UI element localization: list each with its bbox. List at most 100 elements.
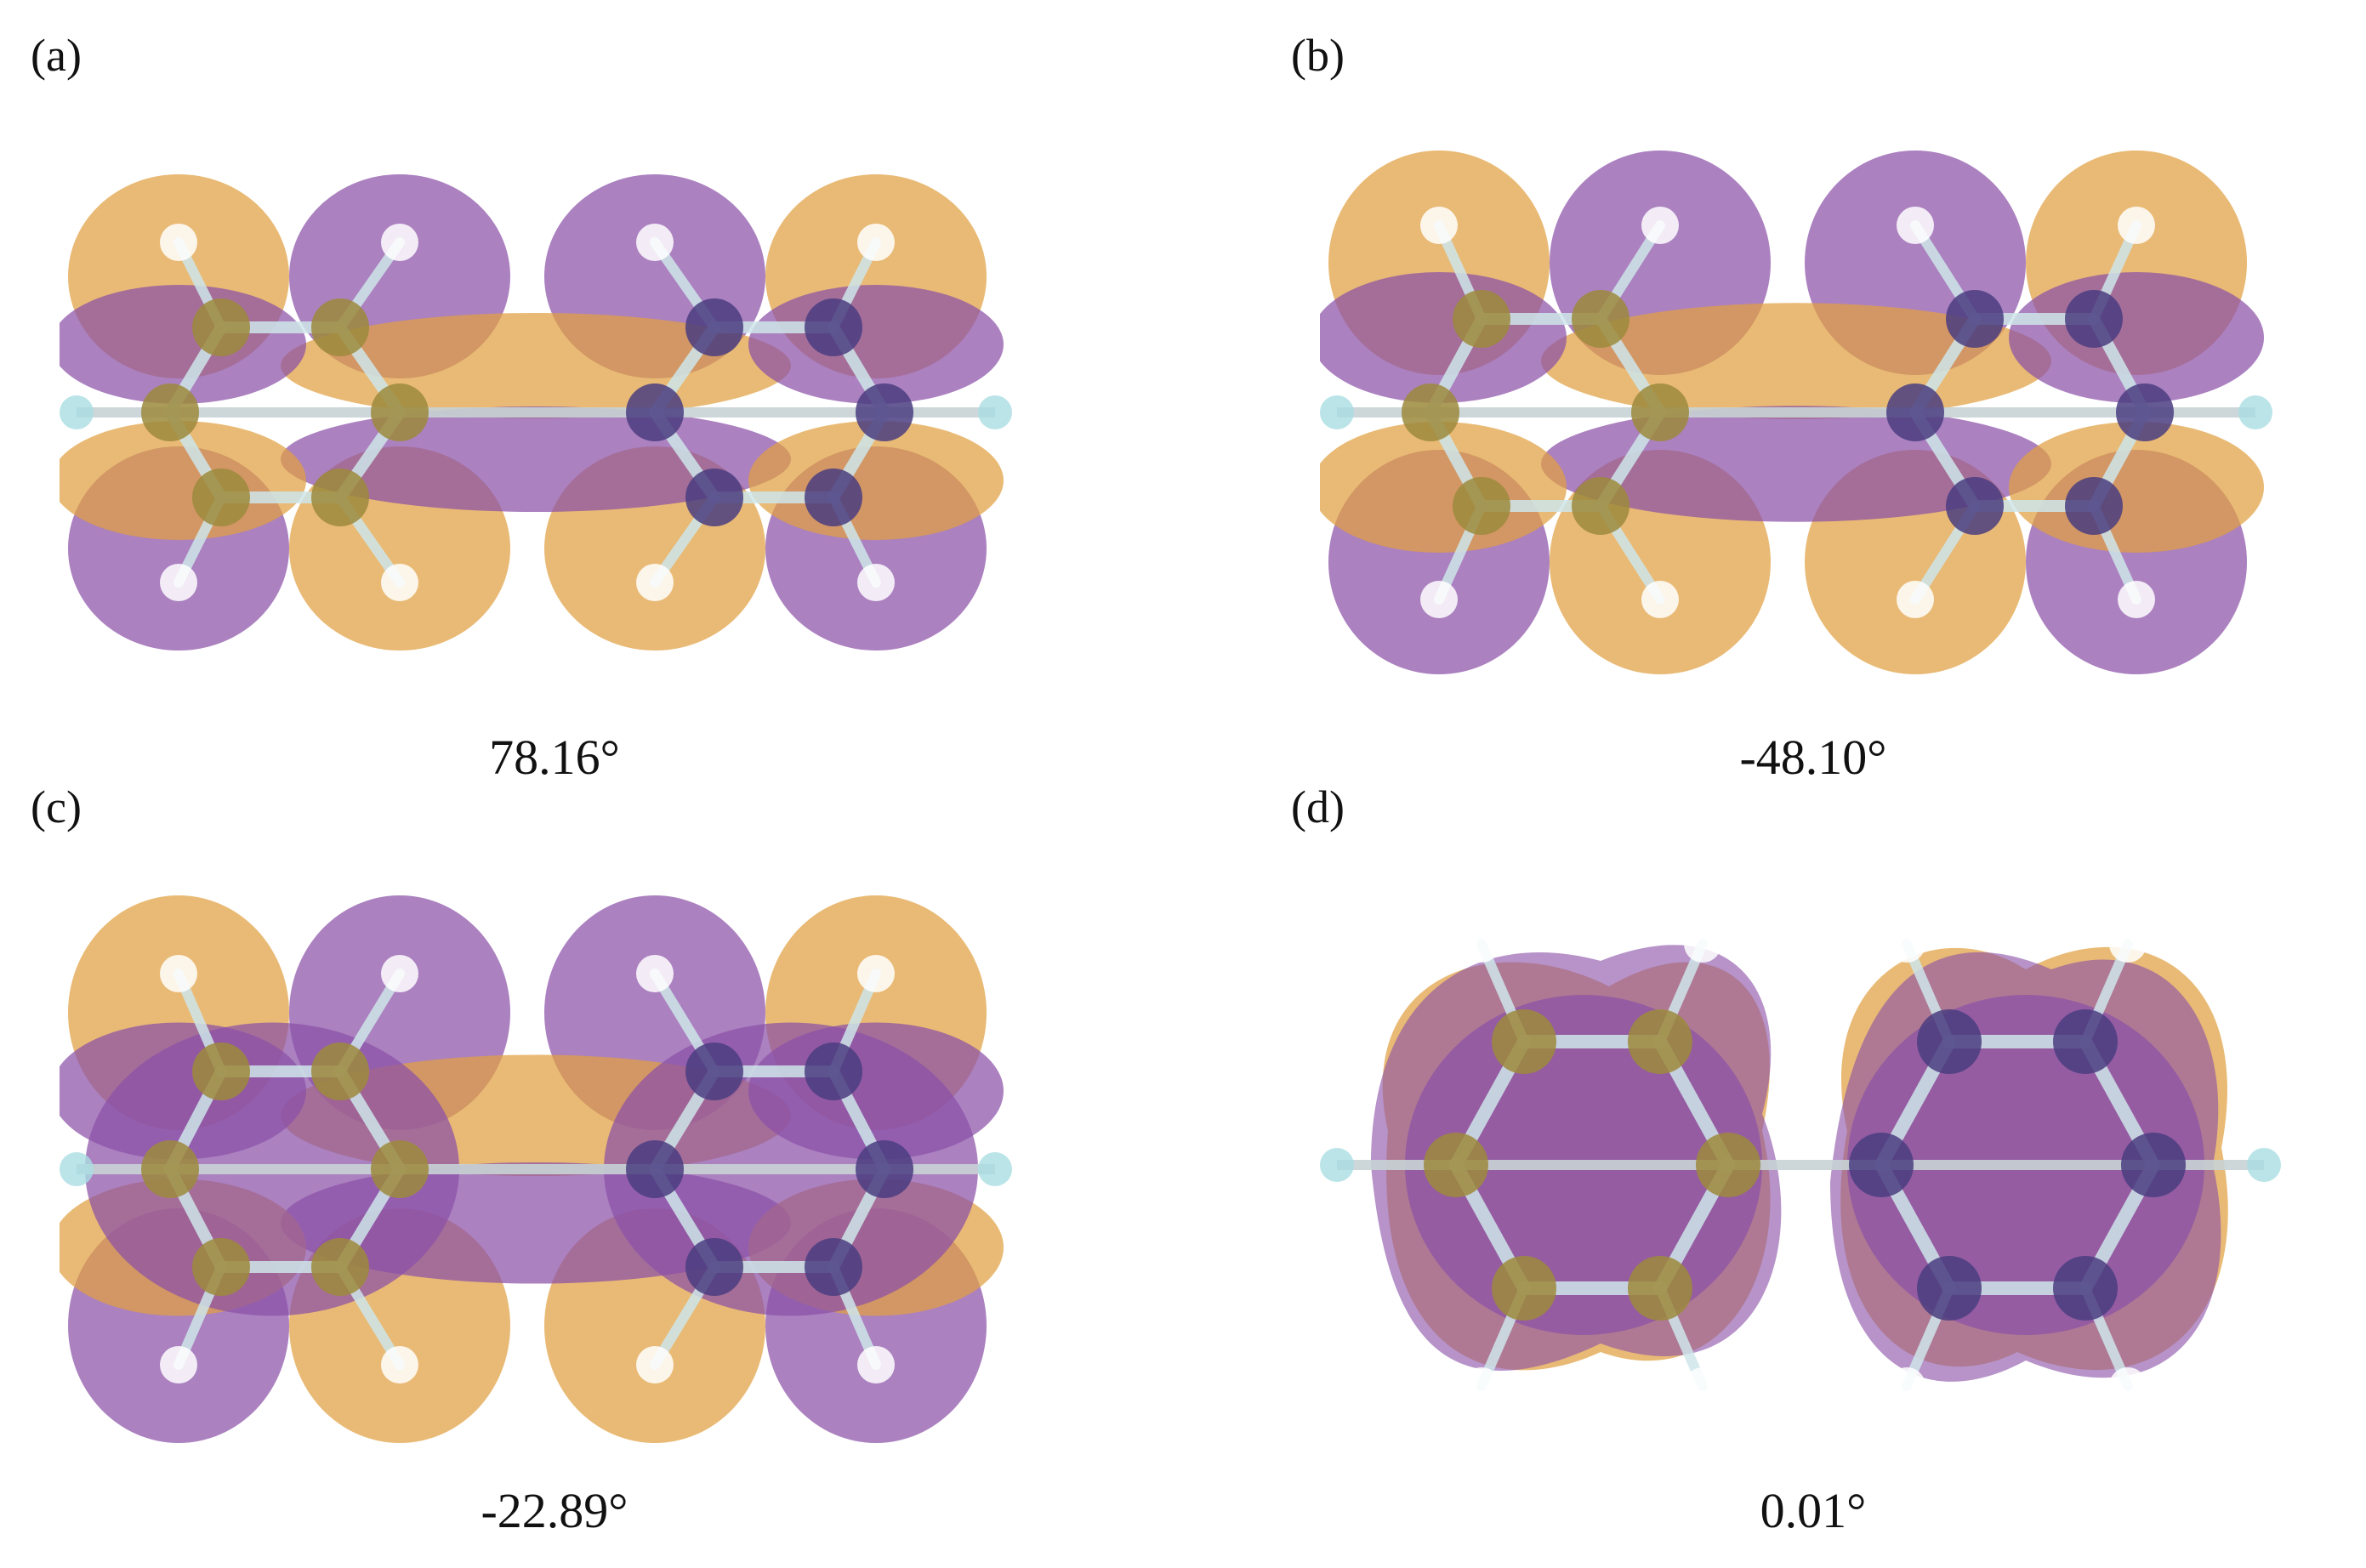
atom	[1641, 581, 1679, 618]
orbital-isosurface-icon	[60, 174, 1012, 650]
orbital-panel-c	[60, 895, 1012, 1443]
atom	[2053, 1256, 2118, 1321]
atom	[685, 1238, 743, 1296]
atom	[1420, 207, 1458, 244]
atom	[311, 1238, 369, 1296]
axis-end	[978, 1152, 1012, 1186]
orbital-lobe	[2009, 422, 2264, 553]
atom	[1917, 1009, 1982, 1074]
atom	[160, 564, 197, 601]
atom	[311, 469, 369, 526]
atom	[1628, 1009, 1692, 1074]
atom	[1463, 1367, 1500, 1405]
atom	[805, 1238, 862, 1296]
atom	[2065, 477, 2123, 535]
axis-end	[60, 395, 94, 429]
panel-label-d: (d)	[1291, 781, 1345, 832]
atom	[2118, 207, 2155, 244]
atom	[1917, 1256, 1982, 1321]
axis-end	[2247, 1148, 2281, 1182]
axis-end	[1320, 1148, 1354, 1182]
orbital-lobe	[2009, 272, 2264, 403]
atom	[1463, 925, 1500, 963]
atom	[685, 298, 743, 356]
orbital-isosurface-icon	[1320, 151, 2272, 674]
atom	[2116, 383, 2174, 441]
atom	[1453, 477, 1510, 535]
atom	[1420, 581, 1458, 618]
atom	[371, 1140, 429, 1198]
atom	[192, 1042, 250, 1100]
atom	[160, 1346, 197, 1383]
panel-label-c: (c)	[31, 781, 82, 832]
atom	[381, 564, 418, 601]
atom	[311, 298, 369, 356]
axis-end	[1320, 395, 1354, 429]
atom	[160, 224, 197, 261]
angle-label-c: -22.89°	[481, 1483, 628, 1538]
atom	[1946, 290, 2004, 348]
atom	[1696, 1133, 1760, 1197]
atom	[1631, 383, 1689, 441]
orbital-panel-a	[60, 174, 1012, 650]
atom	[192, 469, 250, 526]
axis-end	[978, 395, 1012, 429]
atom	[857, 224, 895, 261]
atom	[805, 298, 862, 356]
atom	[1897, 581, 1934, 618]
atom	[1684, 925, 1721, 963]
atom	[2053, 1009, 2118, 1074]
atom	[1628, 1256, 1692, 1321]
atom	[857, 1346, 895, 1383]
atom	[160, 955, 197, 992]
atom	[1572, 290, 1629, 348]
atom	[636, 955, 674, 992]
axis-end	[2238, 395, 2272, 429]
atom	[857, 564, 895, 601]
atom	[1641, 207, 1679, 244]
atom	[141, 383, 199, 441]
atom	[636, 1346, 674, 1383]
atom	[381, 1346, 418, 1383]
atom	[1888, 1367, 1925, 1405]
atom	[381, 955, 418, 992]
atom	[1684, 1367, 1721, 1405]
angle-label-d: 0.01°	[1760, 1483, 1867, 1538]
atom	[2121, 1133, 2186, 1197]
orbital-panel-b	[1320, 151, 2272, 674]
atom	[311, 1042, 369, 1100]
atom	[2065, 290, 2123, 348]
atom	[1424, 1133, 1488, 1197]
atom	[1492, 1256, 1556, 1321]
atom	[371, 383, 429, 441]
atom	[1946, 477, 2004, 535]
panel-label-a: (a)	[31, 30, 82, 81]
atom	[626, 383, 684, 441]
atom	[192, 1238, 250, 1296]
atom	[626, 1140, 684, 1198]
atom	[1492, 1009, 1556, 1074]
axis-end	[60, 1152, 94, 1186]
atom	[805, 1042, 862, 1100]
atom	[685, 469, 743, 526]
atom	[685, 1042, 743, 1100]
atom	[856, 1140, 913, 1198]
atom	[1849, 1133, 1914, 1197]
atom	[141, 1140, 199, 1198]
orbital-isosurface-icon	[60, 895, 1012, 1443]
angle-label-b: -48.10°	[1739, 730, 1887, 785]
atom	[1886, 383, 1944, 441]
orbital-panel-d	[1320, 925, 2281, 1405]
atom	[636, 224, 674, 261]
atom	[2109, 925, 2147, 963]
orbital-isosurface-icon	[1320, 925, 2281, 1405]
atom	[1402, 383, 1459, 441]
panel-label-b: (b)	[1291, 30, 1345, 81]
atom	[636, 564, 674, 601]
angle-label-a: 78.16°	[489, 730, 620, 785]
atom	[1897, 207, 1934, 244]
atom	[856, 383, 913, 441]
atom	[1453, 290, 1510, 348]
atom	[1888, 925, 1925, 963]
